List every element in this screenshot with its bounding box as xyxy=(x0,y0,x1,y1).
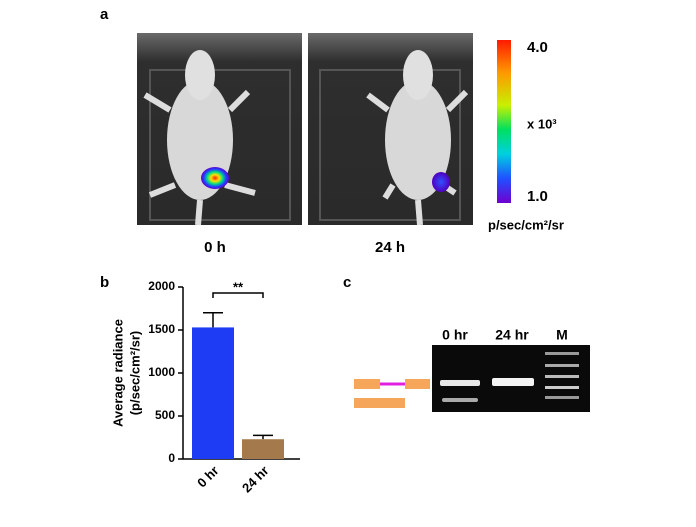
panel-label: b xyxy=(100,274,109,291)
y-tick-label: 1000 xyxy=(148,365,175,379)
significance-bracket xyxy=(212,292,264,298)
lane-label: 0 hr xyxy=(442,327,468,343)
colorbar-min: 1.0 xyxy=(527,188,548,205)
colorbar xyxy=(497,40,511,203)
schematic xyxy=(354,379,430,408)
x-tick-label: 0 hr xyxy=(194,463,221,490)
y-tick-label: 2000 xyxy=(148,279,175,293)
panel-label: c xyxy=(343,274,351,291)
colorbar-scale: x 10³ xyxy=(527,116,557,131)
mouse-image-0h xyxy=(137,33,302,226)
bar xyxy=(192,327,234,459)
lane-label: M xyxy=(556,327,568,343)
y-tick-label: 1500 xyxy=(148,322,175,336)
image-label: 24 h xyxy=(375,239,405,256)
lane-label: 24 hr xyxy=(495,327,529,343)
y-tick-label: 0 xyxy=(168,451,175,465)
significance-label: ** xyxy=(233,279,244,294)
panel-label: a xyxy=(100,6,109,23)
bar xyxy=(242,439,284,459)
colorbar-unit: p/sec/cm²/sr xyxy=(488,217,564,232)
x-tick-label: 24 hr xyxy=(239,463,272,496)
image-label: 0 h xyxy=(204,239,226,256)
y-axis-label: Average radiance xyxy=(110,319,125,427)
bar-chart: 0 500 1000 1500 2000 Average radiance (p/sec/c… xyxy=(110,279,300,496)
y-axis-label: (p/sec/cm²/sr) xyxy=(127,331,142,416)
colorbar-max: 4.0 xyxy=(527,39,548,56)
mouse-image-24h xyxy=(308,33,473,226)
y-tick-label: 500 xyxy=(155,408,175,422)
gel xyxy=(432,345,590,412)
